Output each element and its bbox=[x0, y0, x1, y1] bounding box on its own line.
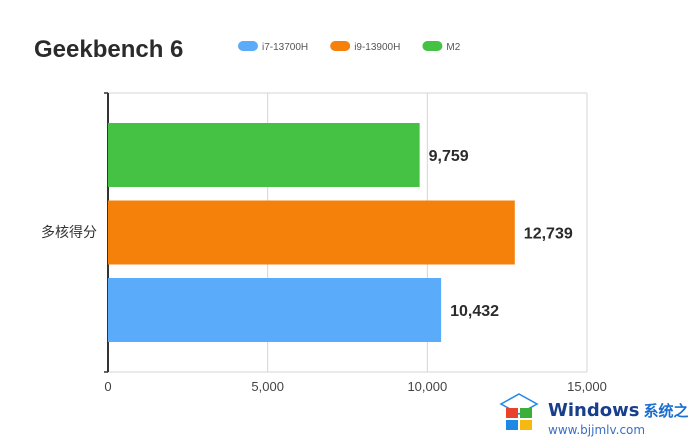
watermark-brand-cn: 系统之家 bbox=[643, 402, 688, 420]
data-label: 9,759 bbox=[429, 148, 469, 165]
bar-i9-13900h bbox=[108, 200, 515, 265]
watermark-url: www.bjjmlv.com bbox=[548, 423, 646, 437]
bar-i7-13700h bbox=[108, 278, 442, 342]
data-label: 12,739 bbox=[524, 226, 573, 243]
legend-label: i7-13700H bbox=[262, 42, 308, 53]
legend-swatch bbox=[330, 41, 351, 51]
category-label: 多核得分 bbox=[41, 224, 97, 241]
windows-logo-icon bbox=[498, 392, 540, 434]
x-tick-label: 0 bbox=[104, 379, 111, 394]
watermark-brand: Windows bbox=[548, 400, 640, 421]
x-tick-label: 15,000 bbox=[567, 379, 607, 394]
legend-label: M2 bbox=[446, 42, 460, 53]
watermark: Windows系统之家 www.bjjmlv.com bbox=[548, 400, 688, 437]
x-tick-label: 10,000 bbox=[407, 379, 447, 394]
legend-label: i9-13900H bbox=[354, 42, 400, 53]
x-tick-label: 5,000 bbox=[251, 379, 284, 394]
legend-swatch bbox=[238, 41, 258, 51]
legend-swatch bbox=[422, 41, 443, 51]
bar-m2 bbox=[108, 123, 420, 187]
data-label: 10,432 bbox=[450, 303, 499, 320]
chart-title: Geekbench 6 bbox=[34, 36, 184, 63]
